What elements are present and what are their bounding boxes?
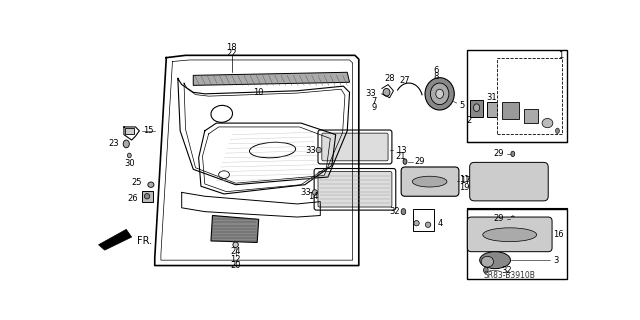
Text: 1: 1 (558, 51, 564, 60)
FancyBboxPatch shape (322, 133, 388, 161)
Text: 33: 33 (305, 146, 316, 155)
FancyBboxPatch shape (470, 162, 548, 201)
Text: 24: 24 (230, 247, 241, 256)
Text: 23: 23 (108, 140, 118, 148)
Text: 8: 8 (433, 72, 438, 81)
Text: 20: 20 (230, 261, 241, 270)
Text: 18: 18 (227, 43, 237, 52)
Ellipse shape (474, 104, 480, 112)
Bar (413, 209, 435, 231)
Bar (467, 50, 566, 142)
FancyBboxPatch shape (314, 169, 396, 210)
Text: 17: 17 (460, 176, 471, 185)
Text: 5: 5 (459, 101, 464, 110)
Text: 28: 28 (384, 74, 395, 83)
Ellipse shape (127, 153, 131, 158)
Text: 7: 7 (371, 97, 376, 106)
Bar (486, 101, 497, 117)
Ellipse shape (426, 222, 431, 228)
Ellipse shape (425, 78, 454, 110)
FancyBboxPatch shape (318, 130, 392, 164)
Ellipse shape (383, 88, 390, 96)
Ellipse shape (250, 142, 296, 158)
Ellipse shape (480, 252, 511, 268)
Text: 19: 19 (459, 182, 470, 191)
Bar (497, 59, 562, 134)
Text: 29: 29 (493, 149, 504, 158)
Text: 32: 32 (501, 267, 512, 276)
Ellipse shape (233, 242, 238, 247)
Bar (502, 102, 519, 119)
Text: SR83-B3910B: SR83-B3910B (483, 271, 535, 280)
Text: 12: 12 (230, 255, 241, 264)
Ellipse shape (483, 228, 537, 242)
Text: 30: 30 (124, 159, 134, 168)
Bar (125, 128, 134, 134)
Ellipse shape (414, 220, 419, 226)
FancyBboxPatch shape (401, 167, 459, 196)
Bar (470, 100, 483, 117)
Ellipse shape (312, 190, 317, 195)
Ellipse shape (412, 176, 447, 187)
Text: 4: 4 (437, 219, 443, 228)
Ellipse shape (436, 89, 444, 99)
Text: 10: 10 (253, 88, 264, 97)
Ellipse shape (219, 171, 230, 179)
Text: 26: 26 (127, 194, 138, 203)
Ellipse shape (403, 159, 407, 164)
Polygon shape (99, 229, 132, 250)
Text: 14: 14 (308, 192, 319, 201)
Text: 9: 9 (371, 103, 376, 112)
FancyBboxPatch shape (467, 217, 552, 252)
Bar (524, 109, 538, 123)
Text: 3: 3 (553, 256, 558, 265)
Text: 21: 21 (396, 152, 406, 161)
Text: 6: 6 (433, 66, 438, 75)
Text: 13: 13 (396, 146, 406, 155)
FancyBboxPatch shape (318, 172, 392, 207)
Text: 11: 11 (459, 175, 470, 184)
Text: 15: 15 (143, 126, 154, 135)
Ellipse shape (542, 118, 553, 128)
Text: 31: 31 (486, 93, 497, 102)
Ellipse shape (123, 140, 129, 148)
Text: 16: 16 (553, 230, 563, 239)
Ellipse shape (556, 128, 559, 133)
Ellipse shape (481, 256, 493, 267)
Text: 25: 25 (131, 178, 141, 187)
Text: 29: 29 (493, 214, 504, 223)
Text: 33: 33 (366, 89, 376, 98)
Bar (467, 209, 566, 279)
Ellipse shape (401, 209, 406, 215)
Polygon shape (193, 72, 349, 85)
Bar (141, 191, 153, 202)
Ellipse shape (511, 151, 515, 156)
Ellipse shape (148, 182, 154, 188)
Ellipse shape (484, 267, 488, 273)
Ellipse shape (431, 83, 449, 105)
Text: FR.: FR. (137, 236, 152, 246)
Ellipse shape (511, 216, 515, 221)
Text: 22: 22 (227, 49, 237, 58)
Text: 27: 27 (400, 76, 410, 85)
Ellipse shape (316, 147, 321, 153)
Ellipse shape (211, 105, 232, 122)
Text: 33: 33 (300, 188, 311, 197)
Text: 32: 32 (389, 207, 399, 216)
Ellipse shape (145, 194, 150, 199)
Text: 2: 2 (467, 116, 472, 125)
Polygon shape (211, 215, 259, 243)
Text: 29: 29 (414, 157, 425, 166)
